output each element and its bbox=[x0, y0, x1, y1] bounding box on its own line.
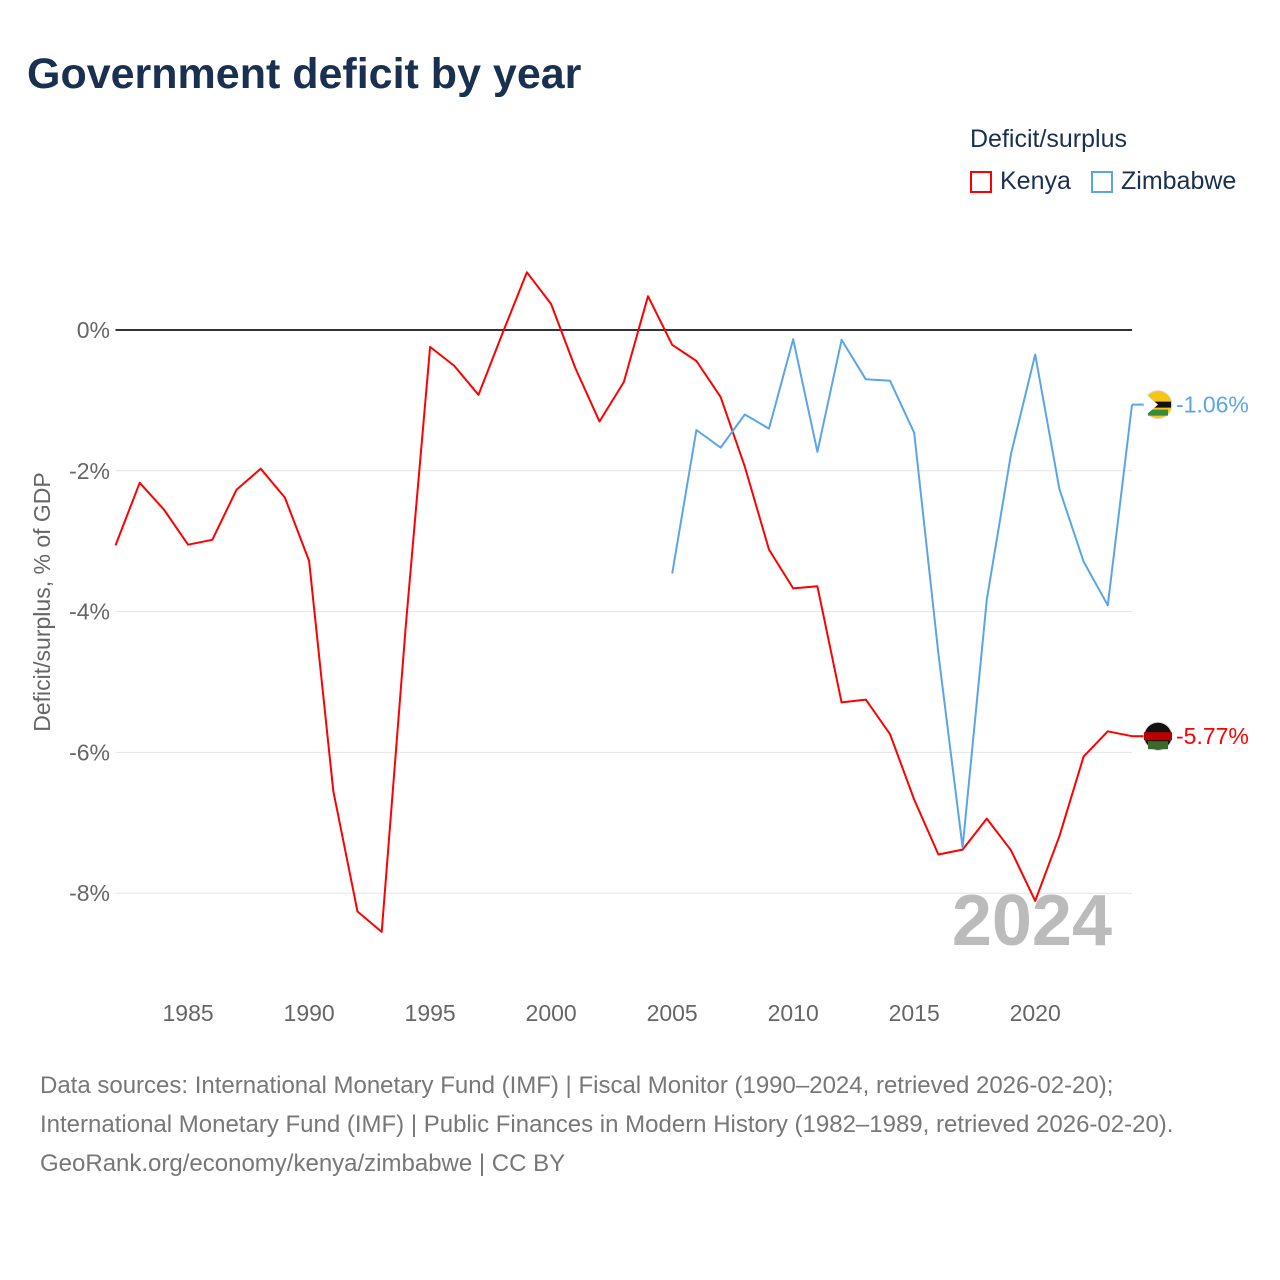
flag-stripe bbox=[1148, 741, 1168, 750]
y-tick-label: -6% bbox=[69, 739, 110, 765]
data-sources: Data sources: International Monetary Fun… bbox=[40, 1072, 1174, 1138]
x-tick-label: 1990 bbox=[284, 1000, 335, 1026]
line-chart: 0% -2% -4% -6% -8% 1985 1990 1995 2000 2005 2010 20… bbox=[29, 271, 1249, 1026]
flag-stripe bbox=[1144, 732, 1172, 741]
credit-link[interactable]: GeoRank.org/economy/kenya/zimbabwe | CC … bbox=[40, 1150, 566, 1177]
end-value-label: -1.06% bbox=[1176, 392, 1249, 418]
flag-stripe bbox=[1148, 409, 1168, 416]
legend-item-kenya[interactable]: Kenya bbox=[970, 167, 1071, 196]
x-tick-label: 2010 bbox=[768, 1000, 819, 1026]
legend-label: Zimbabwe bbox=[1121, 167, 1237, 195]
chart-title: Government deficit by year bbox=[27, 50, 582, 98]
x-tick-label: 2000 bbox=[526, 1000, 577, 1026]
y-tick-label: 0% bbox=[77, 317, 110, 343]
y-tick-label: -8% bbox=[69, 880, 110, 906]
footer: Data sources: International Monetary Fun… bbox=[40, 1066, 1250, 1183]
x-tick-label: 2005 bbox=[647, 1000, 698, 1026]
series-line-zimbabwe bbox=[671, 338, 1133, 849]
x-tick-label: 2015 bbox=[889, 1000, 940, 1026]
legend-swatch-zimbabwe bbox=[1091, 170, 1113, 193]
series-line-kenya bbox=[114, 271, 1133, 933]
y-tick-label: -4% bbox=[69, 599, 110, 625]
x-tick-label: 1995 bbox=[405, 1000, 456, 1026]
legend-title: Deficit/surplus bbox=[970, 125, 1127, 153]
end-value-label: -5.77% bbox=[1176, 723, 1249, 749]
legend-label: Kenya bbox=[1000, 167, 1071, 195]
y-axis-label: Deficit/surplus, % of GDP bbox=[29, 472, 55, 731]
y-tick-label: -2% bbox=[69, 458, 110, 484]
legend-item-zimbabwe[interactable]: Zimbabwe bbox=[1091, 167, 1236, 196]
x-tick-label: 2020 bbox=[1010, 1000, 1061, 1026]
flag-triangle bbox=[1144, 392, 1158, 417]
legend-swatch-kenya bbox=[970, 170, 992, 193]
x-tick-label: 1985 bbox=[163, 1000, 214, 1026]
